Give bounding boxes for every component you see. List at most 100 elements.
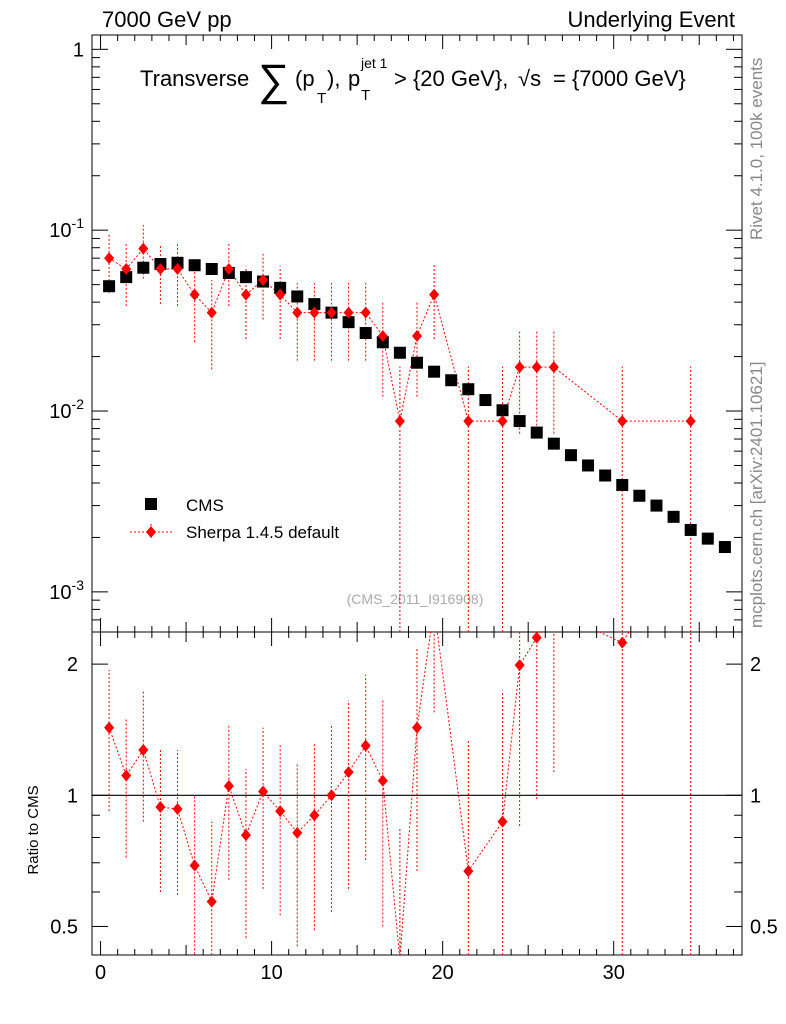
ratio-point: [275, 805, 286, 818]
main-y-tick-label: 1: [73, 39, 84, 61]
cms-point: [616, 478, 629, 491]
ratio-point: [377, 774, 388, 787]
title-energy: = {7000 GeV}: [553, 66, 686, 91]
sherpa-point: [138, 242, 149, 255]
ratio-point: [292, 826, 303, 839]
ratio-point: [240, 829, 251, 842]
cms-point: [684, 523, 697, 536]
title-sum-arg-open: (p: [295, 66, 315, 91]
header-right: Underlying Event: [567, 7, 735, 32]
cms-point: [462, 383, 475, 396]
cms-point: [564, 449, 577, 462]
legend-sherpa-label: Sherpa 1.4.5 default: [186, 523, 339, 542]
sherpa-point: [412, 329, 422, 342]
sherpa-point: [189, 288, 200, 301]
sherpa-point: [497, 415, 508, 428]
x-tick-label: 10: [260, 962, 282, 984]
title-sqrt-s: √s: [518, 66, 541, 91]
cms-point: [103, 280, 116, 293]
ratio-point: [343, 766, 354, 779]
cms-point: [582, 459, 595, 472]
ratio-point: [138, 744, 149, 757]
ratio-axis-ticks: [92, 632, 742, 955]
cms-point: [274, 281, 287, 294]
tick-labels: 0 10 20 30 1 10-1 10-2 10-3 0.5 0.5 1 1 2 2: [49, 39, 778, 984]
ratio-point: [104, 721, 115, 734]
sherpa-point: [326, 306, 337, 319]
ratio-point: [412, 721, 422, 734]
title-rest: > {20 GeV},: [394, 66, 508, 91]
sherpa-point: [343, 306, 354, 319]
title-sub-t-1: T: [317, 90, 326, 107]
sherpa-point: [292, 306, 303, 319]
cms-point: [701, 532, 714, 545]
ratio-data-layer: [104, 632, 692, 955]
cms-point: [171, 256, 184, 269]
sherpa-point: [258, 274, 269, 287]
cms-point: [359, 327, 372, 340]
sherpa-point: [172, 262, 183, 275]
cms-point: [445, 374, 458, 387]
rivet-label: Rivet 4.1.0, 100k events: [747, 58, 766, 240]
cms-point: [120, 271, 133, 284]
ratio-y-tick-label-left: 1: [67, 785, 78, 807]
ratio-y-tick-label-right: 2: [750, 654, 761, 676]
title-p: p: [348, 66, 360, 91]
sherpa-point: [104, 252, 115, 265]
cms-point: [667, 510, 680, 523]
cms-point: [137, 261, 150, 274]
ratio-point: [206, 895, 217, 908]
title-sup-jet: jet 1: [360, 55, 388, 71]
ratio-point: [514, 659, 525, 672]
ratio-panel-frame: [91, 631, 743, 956]
cms-point: [428, 365, 441, 378]
ratio-y-tick-label-right: 1: [750, 785, 761, 807]
ratio-point: [155, 800, 166, 813]
ratio-point: [223, 780, 234, 793]
ratio-point: [189, 859, 200, 872]
sherpa-point: [548, 361, 559, 374]
mcplots-label: mcplots.cern.ch [arXiv:2401.10621]: [747, 362, 766, 628]
cms-point: [291, 290, 304, 303]
ratio-point: [360, 739, 371, 752]
cms-point: [513, 415, 526, 428]
ratio-point: [326, 789, 337, 802]
cms-point: [633, 489, 646, 502]
ratio-point: [463, 865, 474, 878]
cms-point: [188, 259, 201, 272]
legend: CMS Sherpa 1.4.5 default: [130, 496, 339, 542]
cms-point: [599, 469, 612, 482]
main-data-layer: [103, 224, 731, 632]
cms-point: [496, 404, 509, 417]
sherpa-line: [108, 247, 691, 422]
sherpa-point: [617, 415, 628, 428]
ratio-y-tick-label-left: 2: [67, 654, 78, 676]
title-sub-t-2: T: [361, 87, 370, 104]
cms-point: [718, 541, 731, 554]
cms-point: [376, 336, 389, 349]
sherpa-point: [121, 262, 132, 275]
ratio-point: [258, 785, 269, 798]
x-tick-label: 20: [432, 962, 454, 984]
sherpa-point: [514, 361, 525, 374]
x-tick-label: 30: [603, 962, 625, 984]
cms-point: [411, 356, 423, 369]
ratio-point: [121, 769, 132, 782]
ratio-point: [398, 953, 402, 955]
sherpa-point: [309, 306, 320, 319]
ratio-y-tick-label-right: 0.5: [750, 916, 778, 938]
title-sum-arg-close: ),: [327, 66, 340, 91]
cms-point: [342, 316, 355, 329]
sherpa-point: [275, 288, 286, 301]
cms-point: [393, 346, 406, 359]
ratio-point: [531, 632, 542, 644]
sherpa-point: [223, 262, 234, 275]
sherpa-point: [429, 288, 440, 301]
sherpa-point: [394, 415, 405, 428]
main-y-tick-label: 10-3: [49, 577, 84, 604]
sherpa-point: [155, 262, 166, 275]
cms-point: [205, 262, 218, 275]
plot-title: Transverse ∑ (p T ), p jet 1 T > {20 GeV…: [140, 55, 686, 107]
sherpa-point: [685, 415, 696, 428]
